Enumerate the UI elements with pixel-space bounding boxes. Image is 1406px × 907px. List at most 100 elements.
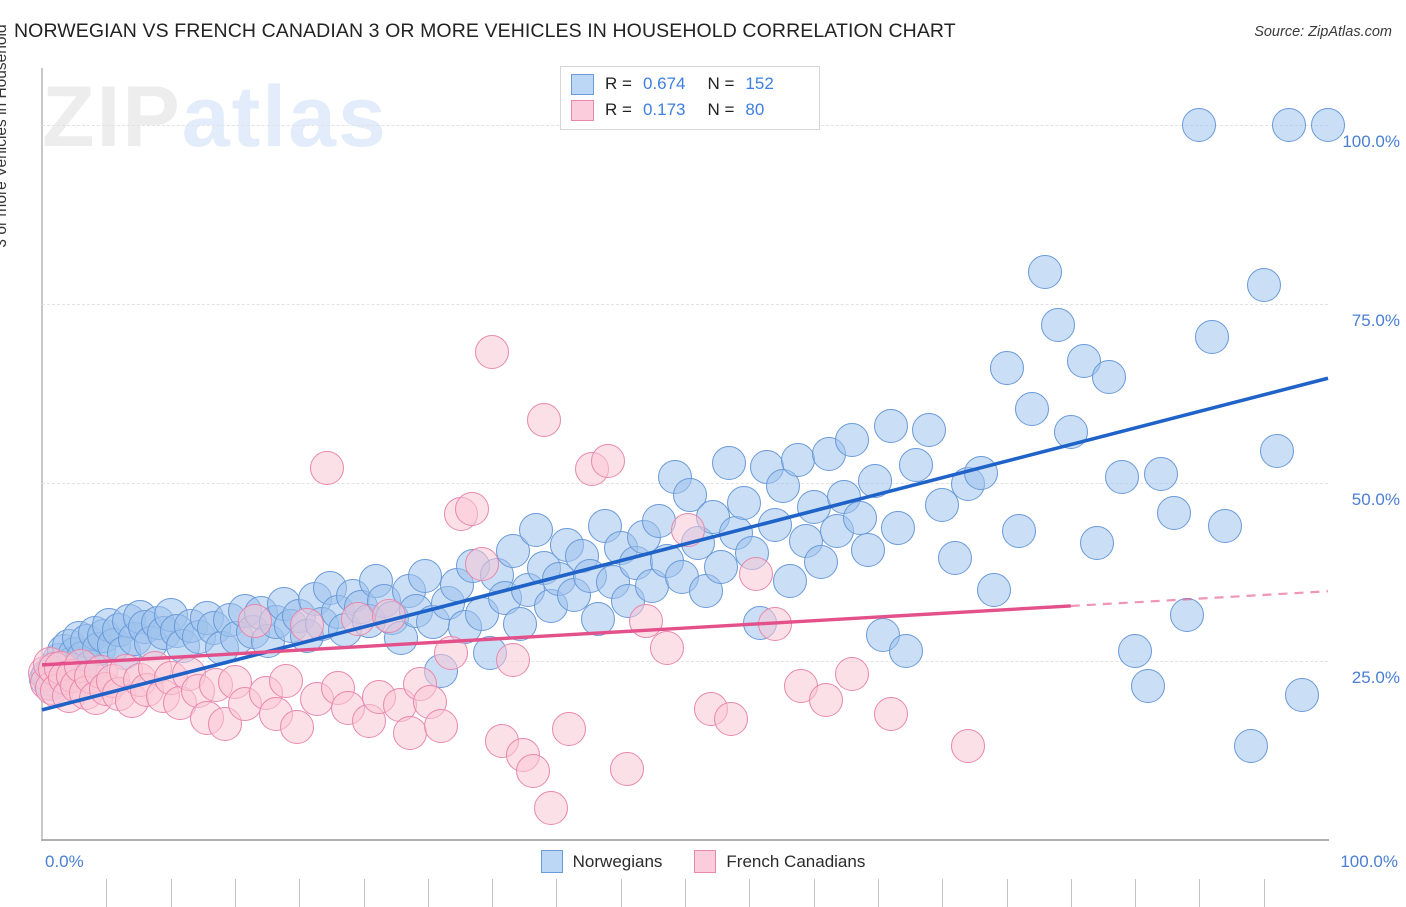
page-title: NORWEGIAN VS FRENCH CANADIAN 3 OR MORE V…	[14, 20, 956, 42]
stats-r-label-1: R =	[605, 74, 632, 93]
scatter-point-norwegians	[989, 350, 1024, 385]
scatter-point-norwegians	[938, 540, 973, 575]
scatter-point-norwegians	[912, 412, 947, 447]
scatter-point-french-canadians	[475, 335, 510, 370]
legend-label-norwegians: Norwegians	[572, 851, 663, 871]
scatter-point-norwegians	[1040, 308, 1075, 343]
scatter-point-norwegians	[1130, 668, 1165, 703]
scatter-point-french-canadians	[670, 512, 705, 547]
scatter-point-french-canadians	[269, 663, 304, 698]
x-axis-line	[41, 839, 1329, 841]
x-tick	[1135, 879, 1137, 907]
scatter-point-french-canadians	[714, 702, 749, 737]
stats-r-value-2: 0.173	[642, 100, 686, 119]
scatter-point-norwegians	[704, 549, 738, 584]
stats-n-value-2: 80	[745, 100, 765, 119]
scatter-point-norwegians	[1195, 319, 1230, 354]
zipatlas-watermark: ZIPatlas	[42, 68, 388, 167]
stats-r-label-2: R =	[605, 100, 632, 119]
scatter-point-french-canadians	[423, 708, 458, 743]
y-tick-label: 75.0%	[1351, 310, 1400, 330]
stats-row-french-canadians: R = 0.173 N = 80	[571, 97, 764, 123]
scatter-point-french-canadians	[464, 547, 499, 582]
scatter-point-norwegians	[1156, 495, 1191, 530]
x-tick	[427, 879, 429, 907]
scatter-point-norwegians	[1169, 597, 1204, 632]
scatter-point-french-canadians	[835, 657, 870, 692]
scatter-point-french-canadians	[289, 607, 324, 642]
scatter-point-norwegians	[518, 513, 553, 548]
scatter-point-french-canadians	[279, 710, 314, 745]
scatter-point-norwegians	[835, 423, 870, 458]
scatter-point-norwegians	[503, 607, 538, 642]
legend-label-french-canadians: French Canadians	[726, 851, 866, 871]
scatter-point-norwegians	[1208, 509, 1243, 544]
scatter-point-norwegians	[963, 456, 998, 491]
x-tick	[877, 879, 879, 907]
scatter-point-french-canadians	[809, 682, 844, 717]
legend-item-norwegians[interactable]: Norwegians	[540, 850, 663, 873]
scatter-point-norwegians	[1079, 525, 1114, 560]
scatter-point-french-canadians	[873, 697, 908, 732]
y-axis-title: 3 or more Vehicles in Household	[0, 24, 10, 247]
scatter-point-french-canadians	[610, 752, 645, 787]
scatter-point-norwegians	[1259, 434, 1294, 469]
scatter-point-norwegians	[781, 443, 816, 478]
x-tick	[685, 879, 686, 907]
scatter-point-norwegians	[899, 448, 934, 483]
x-tick	[1070, 879, 1072, 907]
stats-r-value-1: 0.674	[642, 74, 686, 93]
scatter-point-norwegians	[408, 559, 443, 594]
scatter-point-french-canadians	[454, 492, 489, 527]
scatter-point-norwegians	[889, 633, 924, 668]
x-axis-min-label: 0.0%	[45, 852, 84, 871]
stats-swatch-pink	[571, 99, 594, 121]
stats-row-norwegians: R = 0.674 N = 152	[571, 71, 774, 97]
scatter-point-french-canadians	[950, 729, 985, 764]
scatter-point-norwegians	[580, 602, 615, 637]
scatter-point-norwegians	[850, 532, 885, 567]
x-tick	[620, 879, 622, 907]
x-tick	[556, 879, 558, 907]
x-tick	[234, 879, 236, 907]
scatter-point-french-canadians	[238, 603, 273, 638]
x-tick	[813, 879, 815, 907]
stats-n-label-1: N =	[707, 74, 735, 93]
scatter-point-norwegians	[881, 511, 916, 546]
scatter-point-norwegians	[711, 446, 746, 481]
plot-area: ZIPatlas	[27, 68, 1345, 907]
scatter-point-norwegians	[758, 508, 793, 543]
x-tick	[1263, 879, 1265, 907]
gridline-750	[42, 303, 1328, 305]
scatter-point-norwegians	[976, 572, 1011, 607]
x-tick	[492, 879, 494, 907]
source-attribution: Source: ZipAtlas.com	[1254, 24, 1392, 40]
scatter-point-norwegians	[804, 544, 839, 579]
scatter-point-norwegians	[1272, 108, 1307, 143]
scatter-point-french-canadians	[552, 712, 587, 747]
legend-item-french-canadians[interactable]: French Canadians	[694, 850, 865, 873]
scatter-point-norwegians	[873, 409, 908, 444]
y-tick-label: 50.0%	[1351, 489, 1400, 509]
x-tick	[170, 879, 172, 907]
x-tick	[106, 879, 108, 907]
scatter-point-norwegians	[858, 464, 893, 499]
scatter-point-french-canadians	[758, 607, 793, 642]
scatter-point-french-canadians	[372, 598, 407, 633]
legend-swatch-french-canadians	[694, 850, 717, 873]
x-tick	[363, 879, 365, 907]
scatter-point-norwegians	[1143, 457, 1178, 491]
y-tick-label: 100.0%	[1342, 132, 1400, 152]
scatter-point-norwegians	[1015, 391, 1050, 426]
scatter-point-norwegians	[773, 563, 808, 598]
series-legend: Norwegians French Canadians	[0, 850, 1406, 873]
x-tick	[1199, 879, 1201, 907]
legend-swatch-norwegians	[540, 850, 563, 873]
x-axis-max-label: 100.0%	[1340, 852, 1398, 871]
scatter-point-french-canadians	[738, 557, 773, 592]
watermark-atlas: atlas	[181, 69, 388, 165]
stats-n-label-2: N =	[707, 100, 735, 119]
correlation-stats-box: R = 0.674 N = 152 R = 0.173 N = 80	[560, 66, 820, 130]
scatter-point-french-canadians	[392, 716, 427, 751]
